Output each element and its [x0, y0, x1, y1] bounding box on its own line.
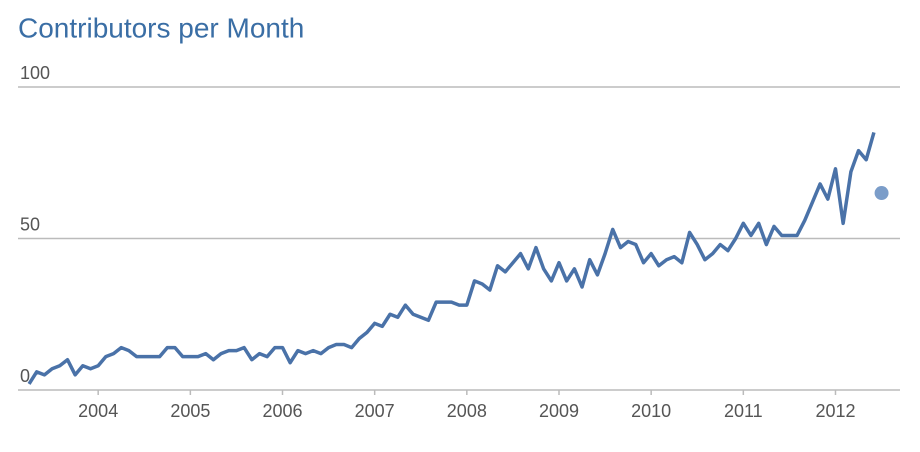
x-tick-label: 2007 [355, 401, 395, 421]
x-tick-label: 2009 [539, 401, 579, 421]
x-tick-label: 2004 [78, 401, 118, 421]
y-tick-label: 50 [20, 214, 40, 234]
line [27, 131, 876, 385]
chart-title: Contributors per Month [18, 12, 304, 43]
x-tick-label: 2005 [170, 401, 210, 421]
data-point [874, 186, 889, 201]
y-tick-label: 0 [20, 366, 30, 386]
x-tick-label: 2006 [262, 401, 302, 421]
x-tick-label: 2012 [815, 401, 855, 421]
x-tick-label: 2010 [631, 401, 671, 421]
x-tick-label: 2011 [724, 401, 763, 421]
x-tick-label: 2008 [447, 401, 487, 421]
y-tick-label: 100 [20, 63, 50, 83]
